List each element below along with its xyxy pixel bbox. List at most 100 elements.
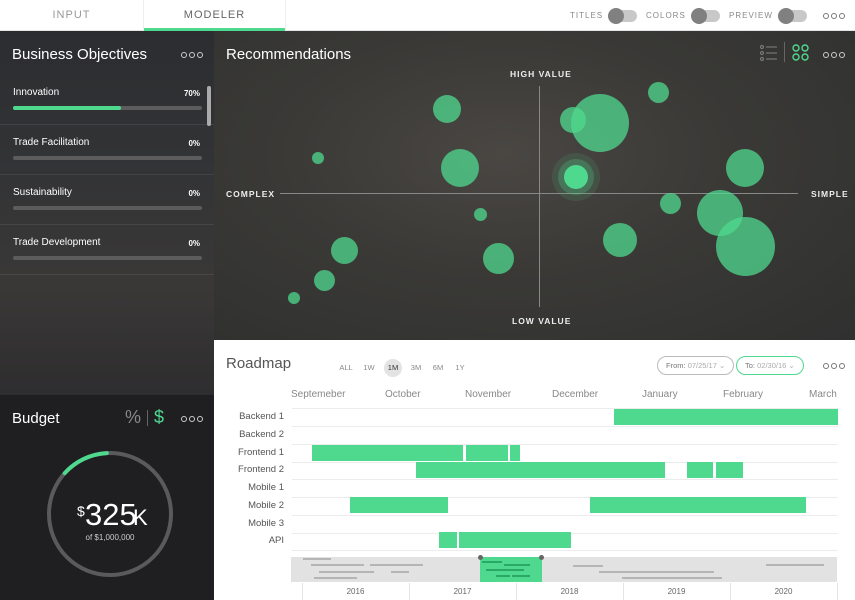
list-view-icon[interactable] bbox=[759, 44, 789, 64]
roadmap-task-bar[interactable] bbox=[439, 532, 457, 548]
month-label: March bbox=[809, 389, 837, 400]
roadmap-row-label: Frontend 2 bbox=[238, 464, 284, 475]
recommendation-bubble[interactable] bbox=[314, 270, 335, 291]
colors-toggle-group: COLORS bbox=[646, 0, 720, 31]
roadmap-task-bar[interactable] bbox=[350, 497, 448, 513]
objective-slider[interactable] bbox=[13, 156, 202, 160]
roadmap-task-bar[interactable] bbox=[590, 497, 806, 513]
roadmap-task-bar[interactable] bbox=[466, 445, 508, 461]
month-label: October bbox=[385, 389, 421, 400]
tab-input[interactable]: INPUT bbox=[52, 9, 91, 21]
objective-sustainability[interactable]: Sustainability 0% bbox=[0, 181, 214, 231]
recommendation-bubble[interactable] bbox=[441, 149, 479, 187]
roadmap-task-bar[interactable] bbox=[687, 462, 713, 478]
objective-percent: 0% bbox=[188, 139, 200, 148]
budget-more-icon[interactable] bbox=[179, 414, 203, 424]
roadmap-panel: Roadmap ALL 1W 1M 3M 6M 1Y From: 07/25/1… bbox=[214, 340, 855, 600]
overview-line bbox=[370, 564, 423, 566]
recommendation-bubble[interactable] bbox=[474, 208, 487, 221]
axis-label-simple: SIMPLE bbox=[811, 189, 849, 199]
timeline-selection[interactable] bbox=[480, 557, 542, 582]
roadmap-task-bar[interactable] bbox=[459, 532, 571, 548]
preview-toggle[interactable] bbox=[777, 7, 807, 24]
range-6m-button[interactable]: 6M bbox=[432, 363, 444, 372]
percent-icon[interactable]: % bbox=[125, 407, 142, 427]
to-label: To: bbox=[745, 361, 756, 370]
chevron-down-icon: ⌄ bbox=[788, 361, 795, 370]
roadmap-task-bar[interactable] bbox=[510, 445, 520, 461]
range-all-button[interactable]: ALL bbox=[339, 363, 353, 372]
objectives-more-icon[interactable] bbox=[179, 50, 203, 60]
recommendation-bubble[interactable] bbox=[571, 94, 629, 152]
month-label: Septemeber bbox=[291, 389, 346, 400]
recommendation-bubble[interactable] bbox=[648, 82, 669, 103]
objectives-scrollbar[interactable] bbox=[207, 86, 211, 126]
titles-toggle-label: TITLES bbox=[570, 11, 604, 20]
selected-recommendation-bubble[interactable] bbox=[564, 165, 588, 189]
tab-modeler[interactable]: MODELER bbox=[143, 0, 286, 31]
recommendation-bubble[interactable] bbox=[716, 217, 775, 276]
timeline-overview[interactable] bbox=[291, 555, 837, 582]
recommendations-panel: Recommendations HIGH VALUE LOW VALUE COM… bbox=[214, 31, 855, 340]
titles-toggle-group: TITLES bbox=[570, 0, 638, 31]
selection-handle[interactable] bbox=[539, 555, 544, 560]
divider bbox=[292, 426, 838, 427]
overview-line bbox=[496, 575, 510, 577]
bubble-view-icon[interactable] bbox=[792, 44, 810, 62]
budget-gauge-track bbox=[47, 451, 173, 577]
range-1y-button[interactable]: 1Y bbox=[455, 363, 465, 372]
objective-slider[interactable] bbox=[13, 256, 202, 260]
recommendation-bubble[interactable] bbox=[288, 292, 300, 304]
dollar-icon[interactable]: $ bbox=[154, 407, 165, 427]
divider bbox=[292, 550, 838, 551]
to-date-picker[interactable]: To: 02/30/16 ⌄ bbox=[736, 356, 804, 375]
roadmap-task-bar[interactable] bbox=[716, 462, 743, 478]
year-tick bbox=[302, 583, 303, 600]
recommendation-bubble[interactable] bbox=[483, 243, 514, 274]
roadmap-task-bar[interactable] bbox=[312, 445, 463, 461]
colors-toggle-label: COLORS bbox=[646, 11, 686, 20]
objective-trade-development[interactable]: Trade Development 0% bbox=[0, 231, 214, 281]
top-more-icon[interactable] bbox=[821, 11, 845, 21]
divider bbox=[292, 408, 838, 409]
preview-toggle-label: PREVIEW bbox=[729, 11, 773, 20]
selection-handle[interactable] bbox=[478, 555, 483, 560]
recommendation-bubble[interactable] bbox=[603, 223, 637, 257]
objective-slider[interactable] bbox=[13, 206, 202, 210]
recommendation-bubble[interactable] bbox=[331, 237, 358, 264]
overview-line bbox=[766, 564, 824, 566]
month-label: November bbox=[465, 389, 512, 400]
vertical-axis bbox=[539, 86, 540, 307]
overview-line bbox=[599, 571, 714, 573]
month-label: February bbox=[723, 389, 764, 400]
top-bar: INPUT MODELER TITLES COLORS PREVIEW bbox=[0, 0, 855, 31]
objective-slider[interactable] bbox=[13, 106, 202, 110]
colors-toggle[interactable] bbox=[690, 7, 720, 24]
recommendation-bubble[interactable] bbox=[433, 95, 461, 123]
from-date-picker[interactable]: From: 07/25/17 ⌄ bbox=[657, 356, 735, 375]
year-tick bbox=[516, 583, 517, 600]
overview-line bbox=[512, 575, 530, 577]
horizontal-axis bbox=[280, 193, 798, 194]
objectives-title: Business Objectives bbox=[12, 46, 148, 63]
budget-amount: 325 bbox=[85, 497, 137, 532]
overview-line bbox=[391, 571, 409, 573]
range-1m-button[interactable]: 1M bbox=[384, 359, 402, 377]
titles-toggle[interactable] bbox=[608, 7, 638, 24]
roadmap-more-icon[interactable] bbox=[821, 361, 845, 371]
divider bbox=[784, 42, 785, 62]
roadmap-task-bar[interactable] bbox=[614, 409, 838, 425]
objective-trade-facilitation[interactable]: Trade Facilitation 0% bbox=[0, 131, 214, 181]
recommendation-bubble[interactable] bbox=[312, 152, 324, 164]
range-3m-button[interactable]: 3M bbox=[410, 363, 422, 372]
recommendations-more-icon[interactable] bbox=[821, 50, 845, 60]
objective-percent: 0% bbox=[188, 239, 200, 248]
from-date: 07/25/17 bbox=[687, 361, 717, 370]
recommendation-bubble[interactable] bbox=[726, 149, 764, 187]
objective-innovation[interactable]: Innovation 70% bbox=[0, 81, 214, 131]
recommendation-bubble[interactable] bbox=[660, 193, 681, 214]
divider bbox=[147, 410, 149, 427]
axis-label-high-value: HIGH VALUE bbox=[510, 69, 572, 79]
roadmap-task-bar[interactable] bbox=[416, 462, 665, 478]
range-1w-button[interactable]: 1W bbox=[363, 363, 375, 372]
